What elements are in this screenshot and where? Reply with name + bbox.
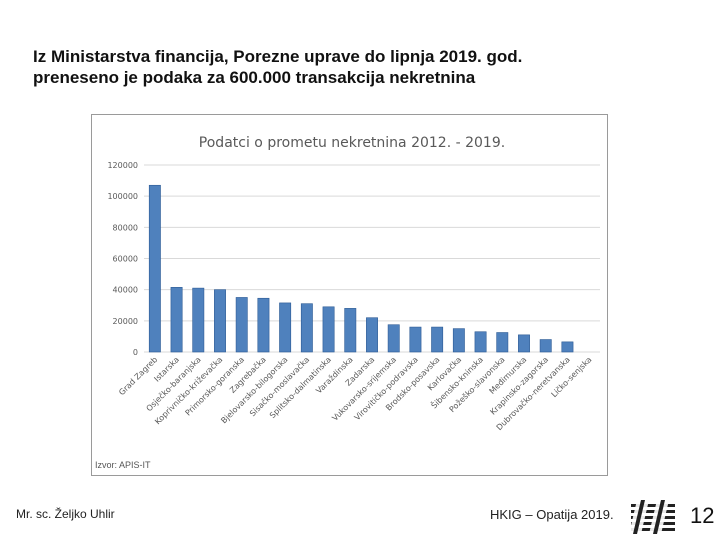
bar bbox=[192, 287, 205, 353]
bar bbox=[214, 289, 226, 353]
y-tick-label: 0 bbox=[133, 348, 138, 357]
bar bbox=[409, 326, 422, 353]
bar bbox=[279, 302, 292, 353]
source-note: Izvor: APIS-IT bbox=[95, 460, 151, 470]
y-tick-label: 80000 bbox=[113, 223, 138, 232]
bar bbox=[322, 306, 335, 353]
y-tick-label: 120000 bbox=[107, 161, 138, 170]
hkig-logo-icon bbox=[629, 500, 675, 534]
chart-title: Podatci o prometu nekretnina 2012. - 201… bbox=[199, 135, 505, 151]
bar-chart: Podatci o prometu nekretnina 2012. - 201… bbox=[107, 135, 600, 432]
bar bbox=[518, 334, 530, 353]
y-tick-label: 100000 bbox=[107, 192, 138, 201]
bar bbox=[387, 324, 400, 353]
chart-frame: Podatci o prometu nekretnina 2012. - 201… bbox=[91, 114, 608, 476]
y-tick-label: 60000 bbox=[113, 255, 138, 264]
bar bbox=[235, 297, 248, 353]
bar bbox=[561, 341, 574, 353]
bar bbox=[257, 297, 270, 353]
bar bbox=[148, 184, 161, 353]
bar bbox=[539, 339, 552, 353]
bar bbox=[452, 328, 465, 353]
footer-event: HKIG – Opatija 2019. bbox=[490, 507, 614, 522]
y-tick-label: 40000 bbox=[113, 286, 138, 295]
bar bbox=[431, 326, 444, 353]
slide-title-line2: preneseno je podaka za 600.000 transakci… bbox=[33, 68, 476, 87]
slide-title: Iz Ministarstva financija, Porezne uprav… bbox=[33, 46, 653, 88]
bar bbox=[496, 332, 509, 353]
y-tick-label: 20000 bbox=[113, 317, 138, 326]
slide-title-line1: Iz Ministarstva financija, Porezne uprav… bbox=[33, 47, 523, 66]
footer-author: Mr. sc. Željko Uhlir bbox=[16, 507, 115, 521]
bar bbox=[344, 308, 357, 353]
page-number: 12 bbox=[690, 503, 715, 528]
bar bbox=[300, 303, 313, 353]
bar bbox=[366, 317, 378, 353]
bar bbox=[170, 287, 183, 353]
bar bbox=[474, 331, 487, 353]
